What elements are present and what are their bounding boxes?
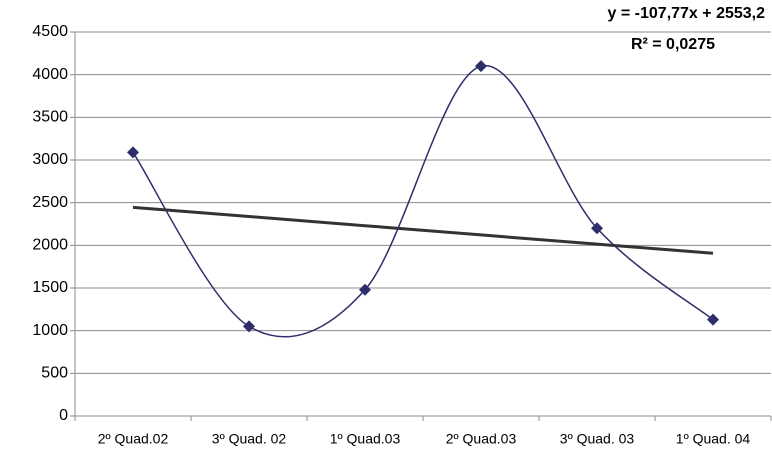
y-tick-label: 3000	[32, 151, 68, 168]
y-tick-label: 3500	[32, 109, 68, 126]
series-line	[132, 65, 714, 338]
marker	[707, 313, 719, 326]
x-tick-label: 3º Quad. 02	[212, 431, 287, 447]
marker	[359, 283, 371, 296]
marker	[243, 320, 255, 333]
x-tick-label: 2º Quad.03	[446, 431, 517, 447]
y-tick-label: 1500	[32, 279, 68, 296]
x-tick-label: 1º Quad. 04	[676, 431, 751, 447]
marker	[127, 146, 139, 159]
trendline	[132, 205, 714, 255]
x-tick-label: 2º Quad.02	[98, 431, 169, 447]
marker	[475, 60, 487, 73]
y-tick-label: 1000	[32, 322, 68, 339]
trend-equation: y = -107,77x + 2553,2	[608, 5, 766, 22]
y-tick-label: 0	[59, 407, 68, 424]
x-tick-label: 1º Quad.03	[330, 431, 401, 447]
y-tick-label: 4000	[32, 66, 68, 83]
r-squared: R² = 0,0275	[631, 36, 715, 53]
y-tick-label: 2000	[32, 237, 68, 254]
y-tick-label: 2500	[32, 194, 68, 211]
x-tick-label: 3º Quad. 03	[560, 431, 635, 447]
y-tick-label: 500	[41, 365, 68, 382]
marker	[591, 222, 603, 235]
y-tick-label: 4500	[32, 23, 68, 40]
